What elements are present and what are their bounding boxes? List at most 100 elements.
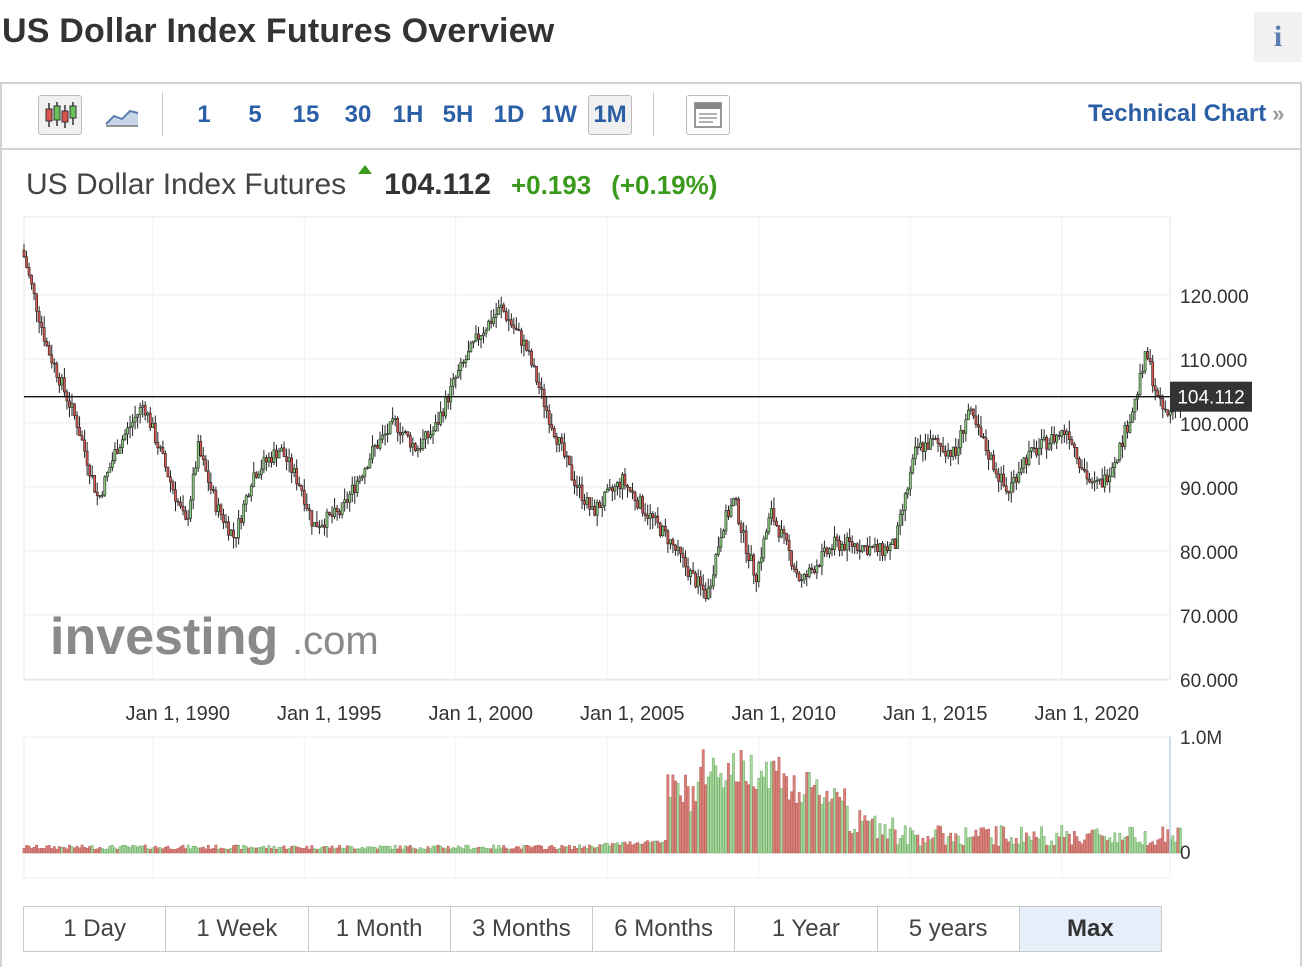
volume-bar <box>716 777 720 854</box>
volume-bar <box>956 835 960 854</box>
volume-bar <box>853 828 857 854</box>
line-chart-icon[interactable] <box>100 95 144 135</box>
candle <box>603 491 607 506</box>
volume-bar <box>1148 842 1152 854</box>
volume-bar <box>1095 828 1099 854</box>
range-1-day[interactable]: 1 Day <box>24 907 167 951</box>
candle <box>270 456 273 463</box>
candle <box>40 321 44 328</box>
candle <box>262 457 266 470</box>
candle <box>1088 478 1091 483</box>
volume-bar <box>684 774 687 854</box>
volume-bar <box>1037 838 1041 854</box>
volume-bar <box>105 848 109 854</box>
candle <box>1115 459 1119 463</box>
volume-bar <box>40 847 44 854</box>
range-5-years[interactable]: 5 years <box>877 907 1020 951</box>
candle <box>1108 476 1112 483</box>
volume-bar <box>1146 845 1150 854</box>
volume-bar <box>456 845 460 854</box>
volume-bar <box>961 845 965 854</box>
candle <box>1052 434 1056 443</box>
volume-bar <box>1151 841 1155 854</box>
range-1-month[interactable]: 1 Month <box>308 907 451 951</box>
volume-bar <box>792 775 796 854</box>
candle <box>1083 469 1086 472</box>
candle <box>472 340 475 344</box>
price-volume-chart[interactable]: 120.000 110.000 100.000 90.000 80.000 70.000 6… <box>0 0 1305 900</box>
candle <box>454 376 458 380</box>
info-icon[interactable]: i <box>1254 12 1302 62</box>
volume-bar <box>464 844 468 854</box>
candle <box>287 457 291 462</box>
candle <box>616 482 619 487</box>
candle <box>734 498 738 500</box>
candle <box>1153 385 1157 392</box>
candle <box>497 307 501 315</box>
timeframe-5h[interactable]: 5H <box>442 101 474 128</box>
candle <box>1133 398 1137 413</box>
volume-bar <box>1136 842 1139 854</box>
candle <box>1105 474 1109 483</box>
volume-bar <box>204 848 208 854</box>
volume-bar <box>557 848 561 854</box>
volume-bar <box>254 847 258 854</box>
range-max[interactable]: Max <box>1019 907 1161 951</box>
timeframe-1h[interactable]: 1H <box>392 101 424 128</box>
candle <box>30 274 33 285</box>
candle <box>75 415 79 428</box>
volume-bar <box>345 845 349 854</box>
technical-chart-link[interactable]: Technical Chart» <box>1088 100 1285 128</box>
timeframe-15[interactable]: 15 <box>292 101 320 128</box>
candle <box>863 545 867 547</box>
timeframe-5[interactable]: 5 <box>248 101 262 128</box>
volume-bar <box>1057 836 1061 854</box>
volume-bar <box>522 845 526 854</box>
y-tick-label: 90.000 <box>1180 479 1238 500</box>
candle <box>777 525 781 538</box>
x-tick-label: Jan 1, 1995 <box>277 703 382 725</box>
candle <box>562 442 566 457</box>
candlestick-icon[interactable] <box>38 95 82 135</box>
volume-bar <box>441 847 445 854</box>
candle <box>408 435 412 448</box>
candle <box>759 557 763 563</box>
candle <box>325 511 329 528</box>
chart-settings-icon[interactable] <box>686 95 730 135</box>
volume-bar <box>727 763 730 854</box>
candle <box>772 508 776 522</box>
volume-bar <box>489 848 493 854</box>
timeframe-1d[interactable]: 1D <box>493 101 525 128</box>
volume-bar <box>22 848 26 854</box>
candle <box>237 518 240 539</box>
range-1-year[interactable]: 1 Year <box>735 907 878 951</box>
range-1-week[interactable]: 1 Week <box>166 907 309 951</box>
volume-bar <box>1055 832 1059 854</box>
timeframe-1[interactable]: 1 <box>197 101 211 128</box>
timeframe-1w[interactable]: 1W <box>541 101 577 128</box>
volume-bar <box>1073 831 1076 854</box>
volume-bar <box>1017 843 1021 854</box>
volume-bar <box>330 845 334 854</box>
volume-bar <box>156 847 160 854</box>
candle <box>805 574 809 578</box>
candle <box>926 442 930 450</box>
volume-bar <box>1156 839 1160 854</box>
volume-plot-area <box>23 736 1171 879</box>
candle <box>555 436 559 445</box>
volume-bar <box>504 847 508 854</box>
volume-bar <box>906 844 910 854</box>
candle <box>1098 478 1102 481</box>
candle <box>315 522 319 528</box>
range-6-months[interactable]: 6 Months <box>593 907 736 951</box>
timeframe-30[interactable]: 30 <box>344 101 372 128</box>
volume-bar <box>1158 838 1162 854</box>
volume-bar <box>1014 837 1018 854</box>
volume-bar <box>60 846 64 854</box>
candle <box>588 497 591 510</box>
candle <box>1141 370 1144 374</box>
timeframe-1m[interactable]: 1M <box>588 95 632 135</box>
volume-bar <box>613 843 617 854</box>
candle <box>1103 474 1107 488</box>
range-3-months[interactable]: 3 Months <box>450 907 593 951</box>
